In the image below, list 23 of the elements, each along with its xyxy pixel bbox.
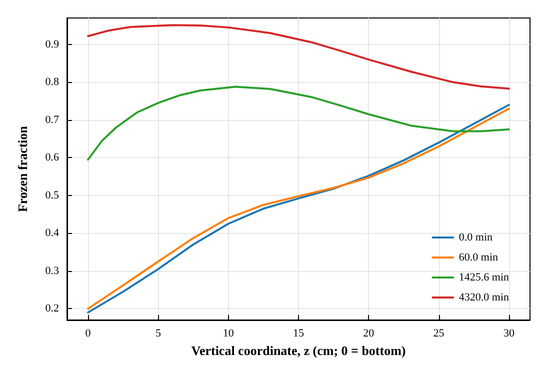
y-tick-label: 0.5 — [45, 189, 60, 202]
line-series — [87, 86, 510, 161]
y-tick-label: 0.9 — [45, 38, 60, 50]
line-series — [87, 24, 510, 90]
x-tick-label: 20 — [363, 328, 375, 340]
legend-label: 1425.6 min — [458, 272, 510, 284]
x-tick-label: 5 — [155, 328, 162, 340]
legend-label: 60.0 min — [458, 252, 498, 264]
legend-label: 0.0 min — [458, 232, 493, 244]
x-tick-label: 15 — [293, 328, 304, 340]
x-tick-label: 0 — [85, 328, 92, 340]
x-tick-label: 10 — [222, 328, 234, 340]
y-tick-label: 0.3 — [45, 264, 60, 277]
y-axis-title: Frozen fraction — [15, 125, 30, 212]
y-tick-label: 0.6 — [45, 152, 60, 164]
y-tick-label: 0.8 — [45, 76, 60, 88]
x-axis-title: Vertical coordinate, z (cm; 0 = bottom) — [191, 343, 406, 358]
y-tick-label: 0.4 — [45, 227, 60, 240]
y-tick-label: 0.2 — [45, 302, 59, 315]
x-tick-label: 25 — [433, 328, 445, 340]
y-tick-label: 0.7 — [45, 114, 60, 126]
x-tick-label: 30 — [503, 328, 515, 340]
legend-label: 4320.0 min — [458, 292, 510, 304]
